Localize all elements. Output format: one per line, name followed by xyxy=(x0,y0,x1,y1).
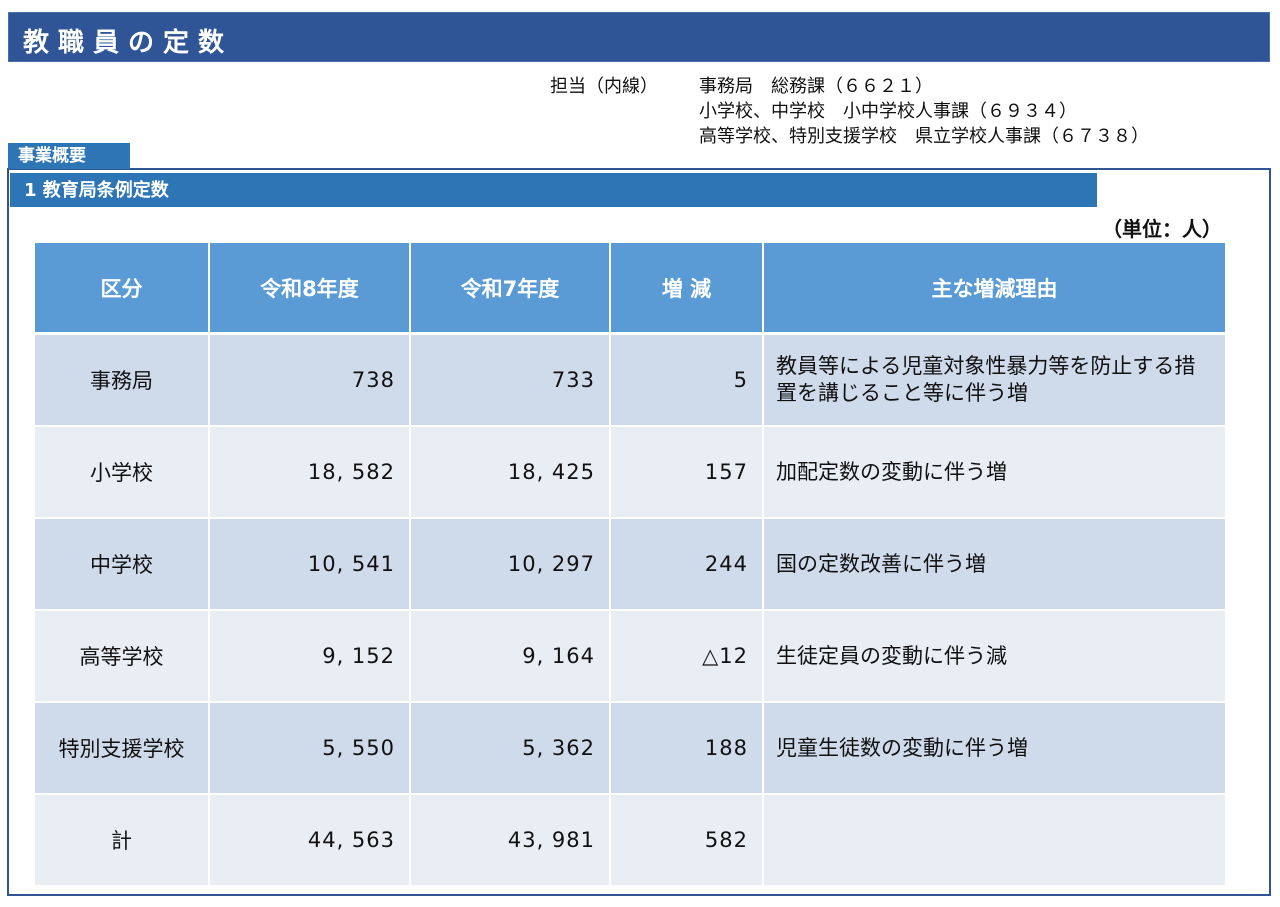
row-category: 小学校 xyxy=(35,427,208,517)
row-reason xyxy=(764,795,1225,885)
row-r8: 44, 563 xyxy=(210,795,409,885)
row-r7: 733 xyxy=(411,335,609,425)
row-diff: 582 xyxy=(611,795,762,885)
section-title: 1 教育局条例定数 xyxy=(10,173,1097,207)
row-r7: 10, 297 xyxy=(411,519,609,609)
content-box xyxy=(7,168,1271,896)
row-reason: 教員等による児童対象性暴力等を防止する措置を講じること等に伴う増 xyxy=(764,335,1225,425)
page-title: 教職員の定数 xyxy=(23,28,234,58)
tab-overview: 事業概要 xyxy=(8,143,130,169)
row-reason: 国の定数改善に伴う増 xyxy=(764,519,1225,609)
row-r8: 18, 582 xyxy=(210,427,409,517)
row-r8: 5, 550 xyxy=(210,703,409,793)
page-title-bar: 教職員の定数 xyxy=(8,12,1270,62)
row-diff: 5 xyxy=(611,335,762,425)
contact-label: 担当（内線） xyxy=(550,76,658,97)
unit-label: （単位：人） xyxy=(1102,217,1222,241)
row-reason: 生徒定員の変動に伴う減 xyxy=(764,611,1225,701)
row-r8: 9, 152 xyxy=(210,611,409,701)
row-diff: 188 xyxy=(611,703,762,793)
row-diff: 157 xyxy=(611,427,762,517)
header-reason: 主な増減理由 xyxy=(764,243,1225,332)
row-category: 高等学校 xyxy=(35,611,208,701)
row-r8: 738 xyxy=(210,335,409,425)
row-category: 中学校 xyxy=(35,519,208,609)
header-diff: 増 減 xyxy=(611,243,762,332)
row-r8: 10, 541 xyxy=(210,519,409,609)
row-r7: 9, 164 xyxy=(411,611,609,701)
row-category: 特別支援学校 xyxy=(35,703,208,793)
row-r7: 5, 362 xyxy=(411,703,609,793)
row-reason: 加配定数の変動に伴う増 xyxy=(764,427,1225,517)
row-category: 計 xyxy=(35,795,208,885)
contact-line: 小学校、中学校 小中学校人事課（６９３４） xyxy=(699,101,1077,122)
header-r8: 令和8年度 xyxy=(210,243,409,332)
header-category: 区分 xyxy=(35,243,208,332)
row-category: 事務局 xyxy=(35,335,208,425)
contact-line: 事務局 総務課（６６２１） xyxy=(699,76,933,97)
row-diff: 244 xyxy=(611,519,762,609)
row-diff: △12 xyxy=(611,611,762,701)
row-reason: 児童生徒数の変動に伴う増 xyxy=(764,703,1225,793)
contact-line: 高等学校、特別支援学校 県立学校人事課（６７３８） xyxy=(699,126,1149,147)
row-r7: 43, 981 xyxy=(411,795,609,885)
row-r7: 18, 425 xyxy=(411,427,609,517)
header-r7: 令和7年度 xyxy=(411,243,609,332)
staff-table: 区分 令和8年度 令和7年度 増 減 主な増減理由 事務局 738 733 5 教員等に… xyxy=(35,243,1225,885)
